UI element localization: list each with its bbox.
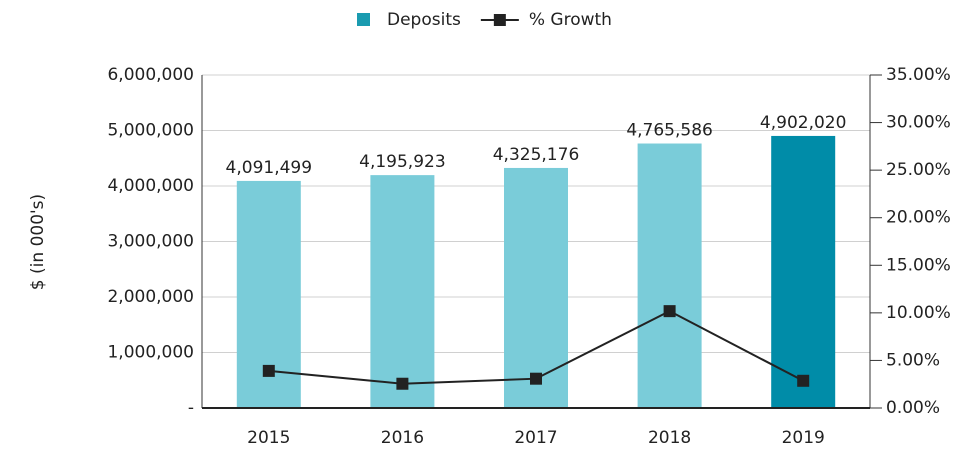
- line-marker: [530, 372, 542, 385]
- y2-tick-label: 35.00%: [886, 65, 951, 85]
- y2-tick-label: 25.00%: [886, 160, 951, 180]
- bar: [370, 175, 435, 408]
- line-marker: [262, 364, 275, 377]
- bar: [637, 143, 702, 408]
- data-label: 4,325,176: [493, 145, 580, 165]
- data-label: 4,765,586: [626, 121, 713, 141]
- x-tick-label: 2019: [782, 428, 825, 448]
- y2-tick-label: 15.00%: [886, 255, 951, 275]
- y2-tick-label: 0.00%: [886, 398, 940, 418]
- y2-tick-label: 20.00%: [886, 208, 951, 228]
- y-tick-label: 4,000,000: [107, 176, 194, 196]
- x-tick-label: 2017: [514, 428, 557, 448]
- data-label: 4,902,020: [760, 113, 847, 133]
- x-tick-label: 2018: [648, 428, 691, 448]
- y2-tick-label: 10.00%: [886, 303, 951, 323]
- data-label: 4,195,923: [359, 152, 446, 172]
- y-tick-label: 3,000,000: [107, 232, 194, 252]
- x-tick-label: 2015: [247, 428, 290, 448]
- y2-tick-label: 30.00%: [886, 113, 951, 133]
- line-marker: [396, 377, 409, 390]
- bar: [771, 135, 836, 408]
- y-tick-label: 6,000,000: [107, 65, 194, 85]
- legend-swatch-marker: [493, 14, 506, 26]
- line-marker: [663, 305, 676, 318]
- y-tick-label: 1,000,000: [107, 343, 194, 363]
- y-tick-label: -: [188, 398, 194, 418]
- legend-swatch: [357, 13, 370, 26]
- y-tick-label: 5,000,000: [107, 121, 194, 141]
- y-tick-label: 2,000,000: [107, 287, 194, 307]
- bar: [504, 167, 568, 408]
- y-axis-label: $ (in 000's): [28, 194, 48, 290]
- legend-label: % Growth: [529, 10, 612, 30]
- line-marker: [797, 374, 810, 387]
- y2-tick-label: 5.00%: [886, 350, 940, 370]
- data-label: 4,091,499: [226, 158, 313, 178]
- legend-label: Deposits: [387, 10, 461, 30]
- x-tick-label: 2016: [381, 428, 424, 448]
